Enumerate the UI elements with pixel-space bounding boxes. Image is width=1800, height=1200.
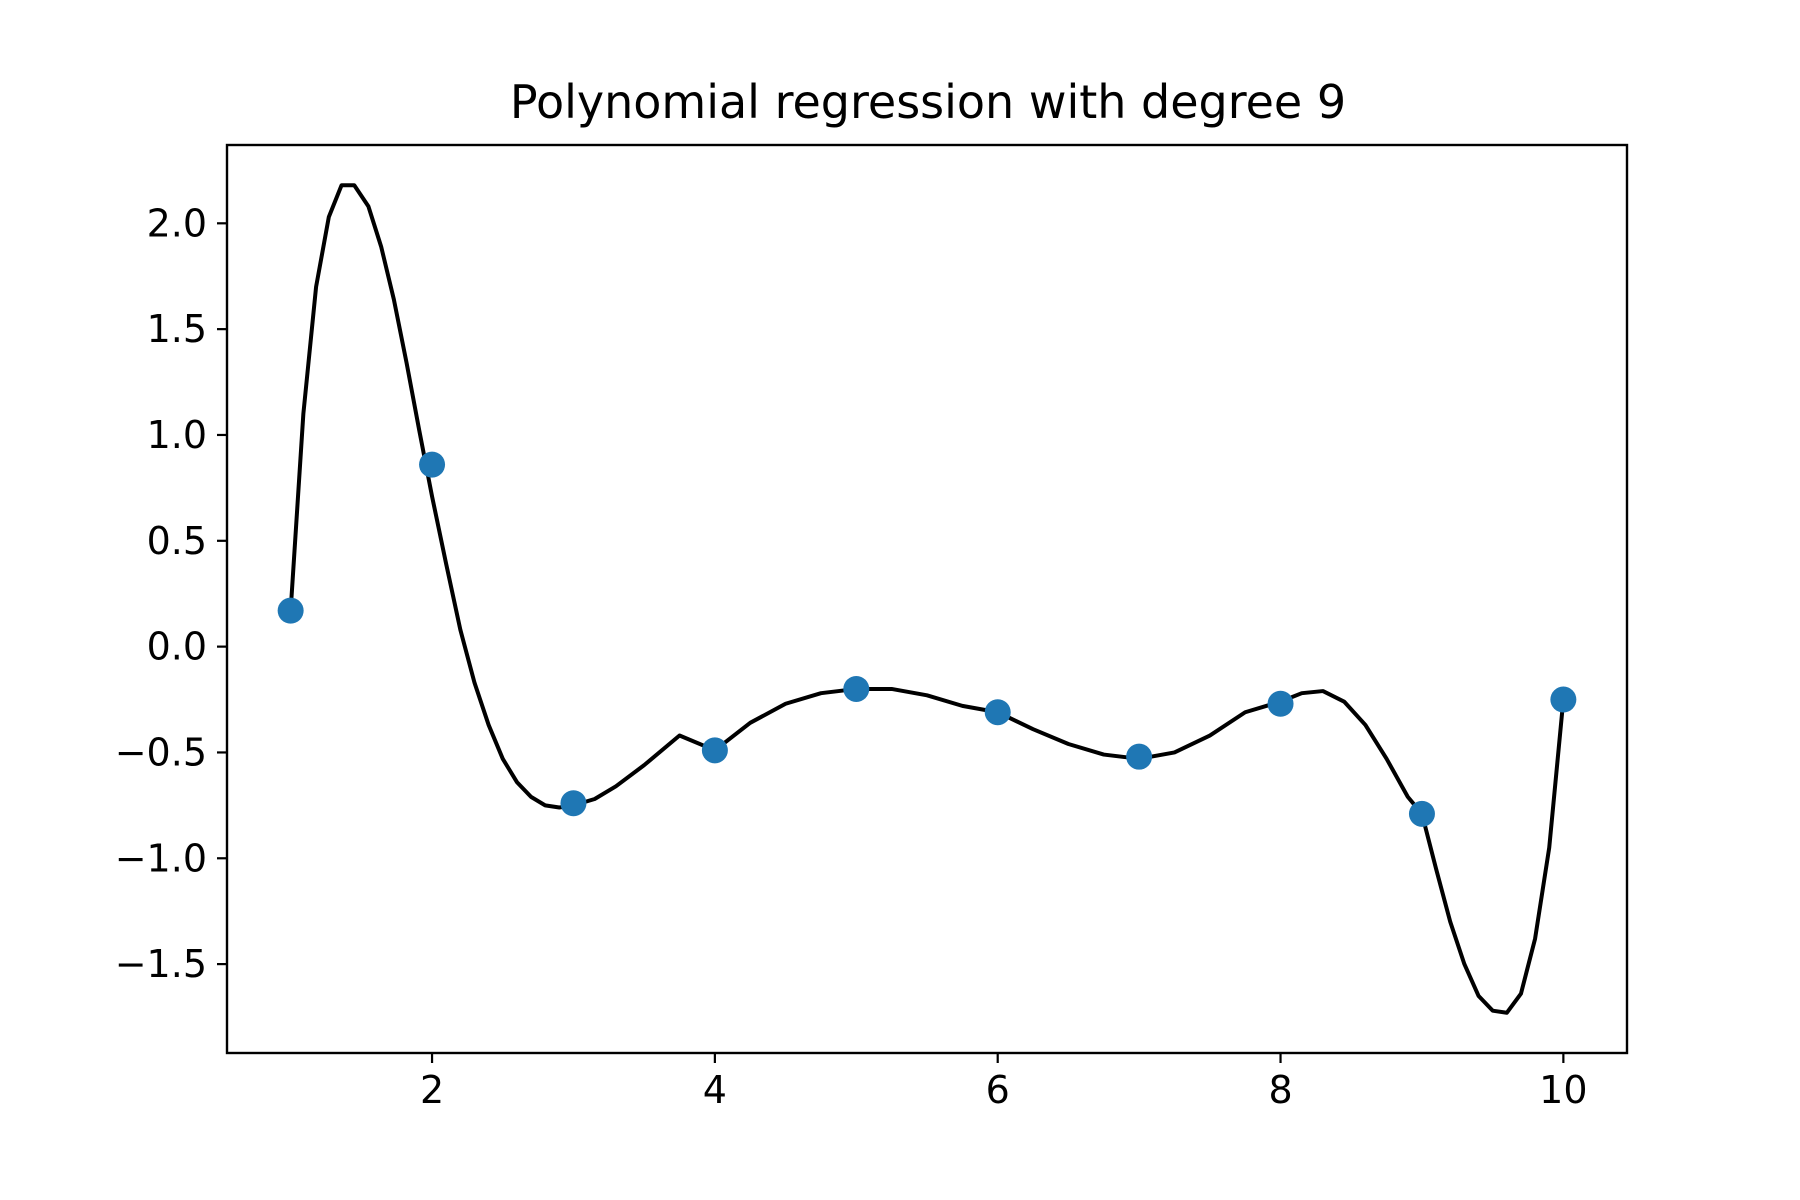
y-tick-label: −0.5 [115,730,207,774]
data-point [277,597,304,624]
x-tick-label: 8 [1268,1068,1292,1112]
data-point [1267,690,1294,717]
data-point [1550,686,1577,713]
data-point [701,737,728,764]
chart-title: Polynomial regression with degree 9 [510,75,1346,129]
plot-area [277,183,1577,1015]
y-tick-label: 1.5 [147,307,207,351]
y-tick-label: 0.5 [147,519,207,563]
data-point [1126,743,1153,770]
x-tick-label: 4 [703,1068,727,1112]
data-point [984,699,1011,726]
data-point [1408,800,1435,827]
data-point [419,451,446,478]
y-tick-label: −1.5 [115,942,207,986]
x-tick-label: 10 [1539,1068,1587,1112]
y-tick-label: 0.0 [147,625,207,669]
x-tick-label: 2 [420,1068,444,1112]
y-tick-label: 1.0 [147,413,207,457]
x-tick-label: 6 [986,1068,1010,1112]
data-point [843,675,870,702]
axis-ticks: 2 4 6 8 10 2.0 1.5 1.0 0.5 0.0 −0.5 −1.0 −1.5 [115,201,1588,1112]
y-tick-label: 2.0 [147,201,207,245]
data-point [560,790,587,817]
y-tick-label: −1.0 [115,836,207,880]
axes-frame [225,143,1629,1055]
